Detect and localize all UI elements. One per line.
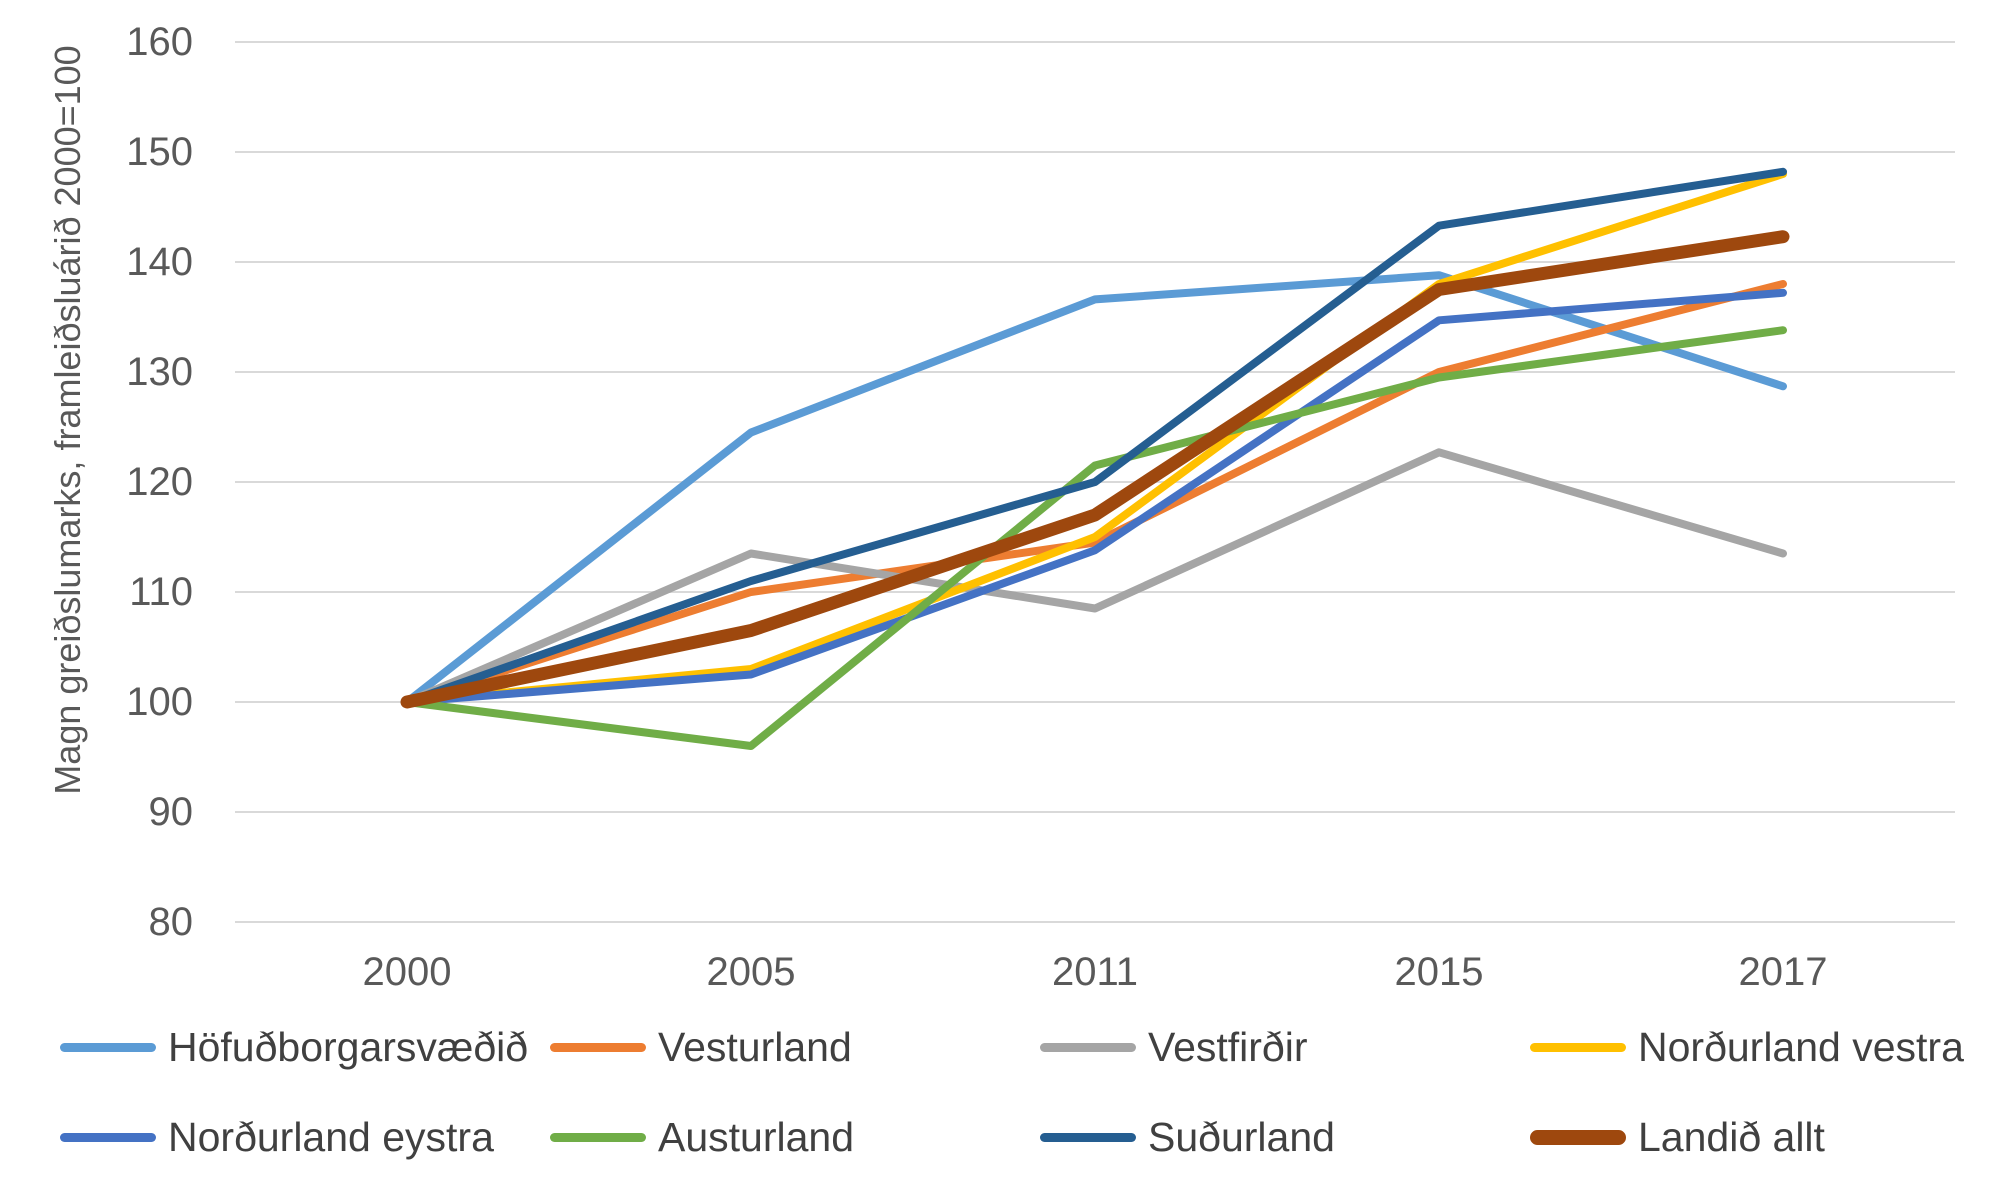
y-tick-label-120: 120 [126,460,193,504]
legend-swatch-icon [1530,1042,1626,1052]
legend-label: Höfuðborgarsvæðið [168,1023,529,1070]
x-tick-label-2017: 2017 [1739,950,1828,994]
legend-swatch-icon [550,1132,646,1142]
legend-item-3: Norðurland vestra [1530,1018,2000,1076]
y-tick-label-80: 80 [149,900,194,944]
legend-item-2: Vestfirðir [1040,1018,1530,1076]
y-tick-label-140: 140 [126,240,193,284]
legend-label: Norðurland vestra [1638,1023,1964,1070]
legend-item-5: Austurland [550,1108,1040,1166]
x-tick-label-2005: 2005 [707,950,796,994]
chart-legend: Höfuðborgarsvæðið Vesturland Vestfirðir Nor… [60,1018,2000,1166]
legend-swatch-icon [1040,1132,1136,1142]
legend-label: Suðurland [1148,1113,1335,1160]
y-tick-label-150: 150 [126,130,193,174]
plot-area: 80 90 100 110 120 130 140 150 160 2000 2005 2011 201… [47,20,1955,994]
series-line-1 [403,280,1787,706]
legend-swatch-icon [60,1042,156,1052]
y-axis-title: Magn greiðslumarks, framleiðsluárið 2000… [47,45,88,794]
series-line-3 [403,170,1787,706]
legend-label: Landið allt [1638,1113,1825,1160]
legend-label: Vesturland [658,1023,852,1070]
x-tick-label-2000: 2000 [363,950,452,994]
legend-label: Austurland [658,1113,855,1160]
legend-item-1: Vesturland [550,1018,1040,1076]
legend-swatch-icon [550,1042,646,1052]
series-line-5 [403,326,1787,750]
series-line-2 [403,448,1787,706]
legend-item-0: Höfuðborgarsvæðið [60,1018,550,1076]
legend-item-7: Landið allt [1530,1108,2000,1166]
y-tick-label-160: 160 [126,20,193,64]
x-tick-label-2011: 2011 [1052,950,1138,994]
y-tick-label-90: 90 [149,790,194,834]
legend-swatch-icon [1530,1129,1626,1145]
x-tick-label-2015: 2015 [1395,950,1484,994]
series-line-4 [403,288,1787,706]
series-line-7 [400,230,1790,709]
legend-label: Norðurland eystra [168,1113,494,1160]
legend-swatch-icon [60,1132,156,1142]
series-line-6 [403,167,1787,706]
y-tick-label-100: 100 [126,680,193,724]
y-tick-label-110: 110 [129,570,193,614]
y-tick-label-130: 130 [126,350,193,394]
legend-label: Vestfirðir [1148,1023,1308,1070]
legend-swatch-icon [1040,1042,1136,1052]
legend-item-6: Suðurland [1040,1108,1530,1166]
legend-item-4: Norðurland eystra [60,1108,550,1166]
